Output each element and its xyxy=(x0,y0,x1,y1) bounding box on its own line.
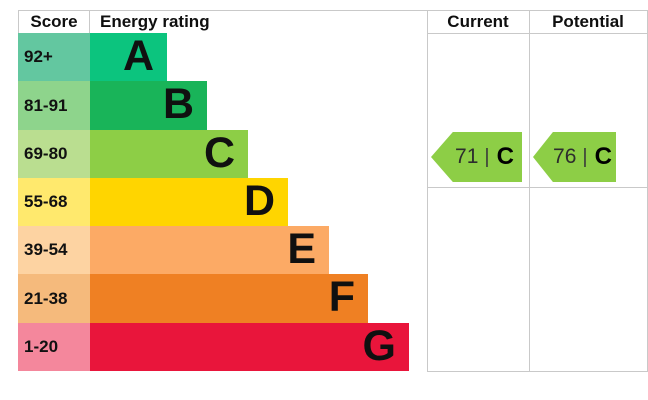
band-bar-d: D xyxy=(90,178,288,226)
score-column-header: Score xyxy=(30,12,78,31)
table-left-border xyxy=(18,10,19,33)
potential-column-header: Potential xyxy=(552,12,624,31)
score-range-f: 21-38 xyxy=(18,274,90,323)
potential-rating-value: 76 xyxy=(553,145,577,168)
potential-column-left-border xyxy=(529,10,530,371)
band-bar-c: C xyxy=(90,130,248,178)
score-range-d: 55-68 xyxy=(18,178,90,226)
current-rating-separator: | xyxy=(484,145,490,168)
band-letter-f: F xyxy=(328,273,355,321)
current-rating-arrow: 71 | C xyxy=(431,132,522,182)
band-bar-e: E xyxy=(90,226,329,274)
band-letter-d: D xyxy=(243,176,275,225)
score-range-a: 92+ xyxy=(18,33,90,81)
band-letter-a: A xyxy=(122,31,154,80)
band-bar-f: F xyxy=(90,274,368,323)
band-letter-b: B xyxy=(162,80,194,128)
potential-rating-arrow: 76 | C xyxy=(533,132,616,182)
band-bar-b: B xyxy=(90,81,207,130)
potential-rating-band: C xyxy=(594,143,612,170)
current-column-left-border xyxy=(427,10,428,371)
band-letter-g: G xyxy=(362,321,396,370)
band-letter-c: C xyxy=(203,128,235,177)
score-column-divider xyxy=(89,10,90,33)
current-column-header: Current xyxy=(447,12,509,31)
score-range-c: 69-80 xyxy=(18,130,90,178)
marker-row-divider xyxy=(427,187,648,188)
score-range-g: 1-20 xyxy=(18,323,90,371)
header-bottom-border xyxy=(427,33,648,34)
table-top-border xyxy=(18,10,648,11)
score-range-e: 39-54 xyxy=(18,226,90,274)
band-letter-e: E xyxy=(287,224,316,273)
energy-rating-column-header: Energy rating xyxy=(100,12,210,31)
current-rating-band: C xyxy=(496,143,514,170)
band-bar-a: A xyxy=(90,33,167,81)
current-rating-value: 71 xyxy=(455,145,479,168)
table-bottom-border xyxy=(427,371,648,372)
score-range-b: 81-91 xyxy=(18,81,90,130)
potential-rating-separator: | xyxy=(582,145,588,168)
band-bar-g: G xyxy=(90,323,409,371)
